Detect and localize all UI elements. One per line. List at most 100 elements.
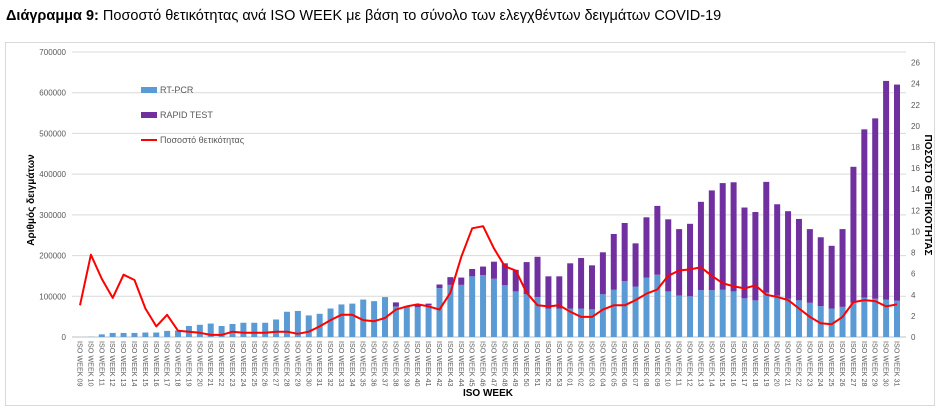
x-tick-label: ISO WEEK 49 xyxy=(511,341,520,387)
bar-rt-pcr xyxy=(861,297,868,337)
x-tick-label: ISO WEEK 38 xyxy=(391,341,400,387)
y-tick-label: 600000 xyxy=(39,89,66,98)
x-tick-label: ISO WEEK 26 xyxy=(261,341,270,387)
y2-tick-label: 8 xyxy=(911,249,916,258)
bar-rapid-test xyxy=(654,205,661,275)
bar-rt-pcr xyxy=(806,302,813,337)
legend: RT-PCR RAPID TEST Ποσοστό θετικότητας xyxy=(141,85,245,145)
bar-rt-pcr xyxy=(752,300,759,337)
x-tick-label: ISO WEEK 48 xyxy=(500,341,509,387)
x-tick-label: ISO WEEK 11 xyxy=(97,341,106,386)
y2-tick-label: 16 xyxy=(911,164,920,173)
y-tick-label: 700000 xyxy=(39,48,66,57)
bar-rapid-test xyxy=(512,269,519,292)
x-axis-title: ISO WEEK xyxy=(463,388,514,399)
x-tick-label: ISO WEEK 10 xyxy=(86,341,95,387)
bar-rt-pcr xyxy=(741,298,748,337)
bar-rt-pcr xyxy=(469,276,476,337)
bar-rapid-test xyxy=(785,211,792,299)
bar-rapid-test xyxy=(817,237,824,307)
bar-rapid-test xyxy=(643,217,650,278)
bar-rt-pcr xyxy=(730,291,737,337)
bar-rt-pcr xyxy=(817,306,824,337)
bar-rapid-test xyxy=(752,212,759,301)
bar-rt-pcr xyxy=(556,308,563,337)
x-tick-label: ISO WEEK 21 xyxy=(784,341,793,387)
x-tick-label: ISO WEEK 23 xyxy=(228,341,237,387)
bar-rt-pcr xyxy=(414,307,421,337)
bar-rapid-test xyxy=(469,269,476,277)
bar-rapid-test xyxy=(534,256,541,298)
x-tick-label: ISO WEEK 04 xyxy=(598,341,607,387)
bar-rapid-test xyxy=(850,166,857,303)
bar-rt-pcr xyxy=(795,300,802,337)
x-tick-label: ISO WEEK 43 xyxy=(446,341,455,387)
bar-rt-pcr xyxy=(240,322,247,337)
chart-title-number: Διάγραμμα 9: xyxy=(6,8,99,24)
y2-tick-label: 18 xyxy=(911,143,920,152)
y2-tick-label: 14 xyxy=(911,185,920,194)
y-tick-label: 400000 xyxy=(39,170,66,179)
x-tick-label: ISO WEEK 20 xyxy=(195,341,204,387)
x-tick-label: ISO WEEK 20 xyxy=(773,341,782,387)
x-tick-label: ISO WEEK 31 xyxy=(893,341,902,387)
bar-rt-pcr xyxy=(501,285,508,337)
chart-border xyxy=(5,42,935,406)
bar-rt-pcr xyxy=(785,298,792,337)
bar-rt-pcr xyxy=(523,294,530,337)
x-tick-label: ISO WEEK 37 xyxy=(381,341,390,387)
x-tick-label: ISO WEEK 18 xyxy=(751,341,760,387)
y2-tick-label: 0 xyxy=(911,333,916,342)
x-tick-label: ISO WEEK 16 xyxy=(729,341,738,387)
x-tick-label: ISO WEEK 29 xyxy=(293,341,302,387)
x-tick-label: ISO WEEK 02 xyxy=(577,341,586,387)
y-tick-label: 500000 xyxy=(39,129,66,138)
bar-rapid-test xyxy=(458,277,465,285)
bar-rt-pcr xyxy=(894,300,900,337)
bar-rapid-test xyxy=(588,265,595,310)
bar-rt-pcr xyxy=(643,277,650,337)
bar-rapid-test xyxy=(795,218,802,301)
x-tick-label: ISO WEEK 27 xyxy=(272,341,281,387)
x-tick-label: ISO WEEK 28 xyxy=(282,341,291,387)
x-tick-label: ISO WEEK 39 xyxy=(402,341,411,387)
bar-rt-pcr xyxy=(676,295,683,337)
bar-rt-pcr xyxy=(283,311,290,337)
bar-rapid-test xyxy=(632,243,639,287)
bar-rt-pcr xyxy=(490,278,497,337)
y2-tick-label: 4 xyxy=(911,291,916,300)
bar-rt-pcr xyxy=(294,310,301,337)
bar-rapid-test xyxy=(556,276,563,309)
bar-rapid-test xyxy=(697,201,704,291)
x-tick-label: ISO WEEK 05 xyxy=(609,341,618,387)
bar-rt-pcr xyxy=(164,330,171,337)
bar-rt-pcr xyxy=(120,332,127,337)
bar-rapid-test xyxy=(828,245,835,309)
bar-rt-pcr xyxy=(839,306,846,337)
bar-rapid-test xyxy=(861,129,868,298)
bar-rapid-test xyxy=(741,207,748,299)
x-tick-label: ISO WEEK 24 xyxy=(816,341,825,387)
x-tick-label: ISO WEEK 52 xyxy=(544,341,553,387)
x-tick-label: ISO WEEK 51 xyxy=(533,341,542,387)
x-tick-label: ISO WEEK 10 xyxy=(664,341,673,387)
x-tick-label: ISO WEEK 45 xyxy=(468,341,477,387)
bar-rt-pcr xyxy=(578,308,585,337)
bar-rt-pcr xyxy=(621,281,628,337)
bar-rt-pcr xyxy=(599,294,606,337)
bar-rt-pcr xyxy=(654,274,661,337)
bar-rt-pcr xyxy=(360,299,367,337)
y-tick-label: 300000 xyxy=(39,211,66,220)
bar-rapid-test xyxy=(676,229,683,296)
x-tick-label: ISO WEEK 09 xyxy=(76,341,85,387)
bar-rt-pcr xyxy=(338,304,345,337)
x-tick-label: ISO WEEK 47 xyxy=(489,341,498,387)
bar-rt-pcr xyxy=(708,290,715,337)
x-tick-label: ISO WEEK 36 xyxy=(370,341,379,387)
bar-rapid-test xyxy=(610,233,617,290)
bar-rt-pcr xyxy=(153,332,160,337)
y2-tick-label: 22 xyxy=(911,101,920,110)
x-tick-label: ISO WEEK 19 xyxy=(762,341,771,387)
x-tick-label: ISO WEEK 01 xyxy=(566,341,575,387)
